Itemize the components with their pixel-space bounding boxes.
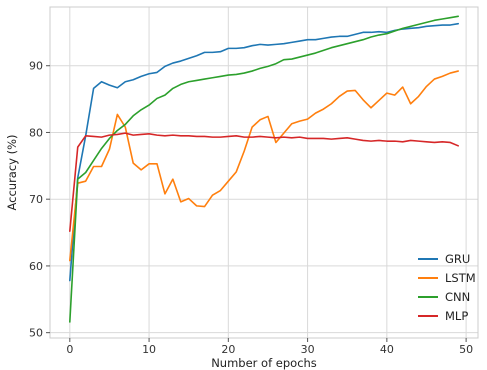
legend-label-gru: GRU: [445, 252, 470, 266]
legend-label-cnn: CNN: [445, 290, 470, 304]
legend-label-lstm: LSTM: [445, 271, 476, 285]
y-tick-label: 80: [29, 126, 43, 139]
series-line-lstm: [69, 70, 459, 262]
y-tick-label: 70: [29, 193, 43, 206]
plot-frame: [49, 6, 479, 339]
legend-label-mlp: MLP: [445, 309, 468, 323]
y-tick-label: 60: [29, 260, 43, 273]
x-tick-label: 50: [459, 343, 473, 356]
y-tick-label: 50: [29, 327, 43, 340]
x-tick-label: 20: [221, 343, 235, 356]
grid-layer: [50, 7, 478, 338]
x-tick-label: 10: [142, 343, 156, 356]
x-axis-ticks: 0 10 20 30 40 50: [66, 338, 473, 356]
x-axis-label: Number of epochs: [211, 356, 317, 370]
x-tick-label: 30: [301, 343, 315, 356]
y-axis-ticks: 50 60 70 80 90: [29, 60, 50, 340]
x-tick-label: 0: [66, 343, 73, 356]
y-axis-label: Accuracy (%): [5, 134, 19, 210]
series-line-cnn: [69, 15, 459, 323]
legend: GRU LSTM CNN MLP: [418, 252, 476, 323]
series-layer: [69, 15, 459, 323]
series-line-mlp: [69, 132, 459, 233]
x-tick-label: 40: [380, 343, 394, 356]
y-tick-label: 90: [29, 60, 43, 73]
